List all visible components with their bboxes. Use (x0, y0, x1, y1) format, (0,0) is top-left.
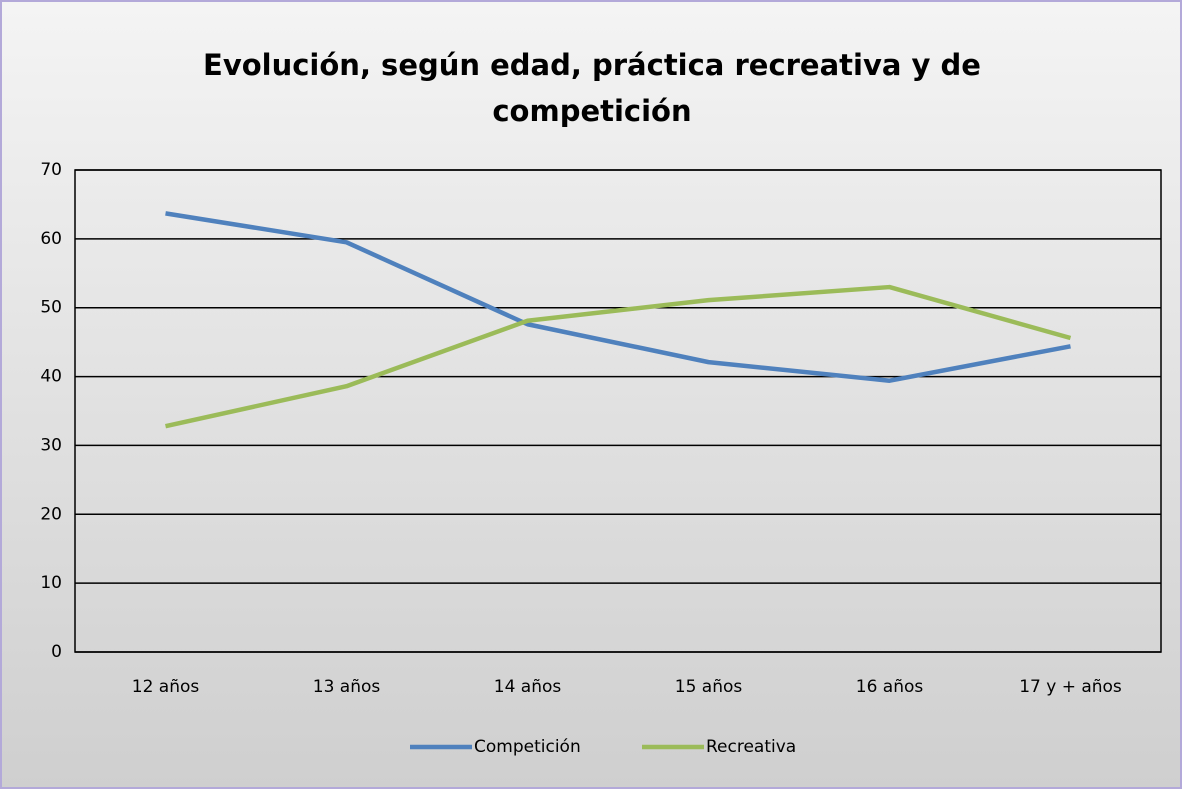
y-tick-label: 10 (40, 573, 62, 593)
y-tick-label: 50 (40, 298, 62, 318)
legend-label: Competición (474, 737, 581, 757)
x-tick-label: 13 años (313, 677, 381, 697)
y-tick-label: 0 (51, 642, 62, 662)
legend-label: Recreativa (706, 737, 796, 757)
y-tick-label: 20 (40, 504, 62, 524)
y-tick-label: 40 (40, 367, 62, 387)
x-tick-label: 14 años (494, 677, 562, 697)
x-tick-label: 17 y + años (1019, 677, 1122, 697)
series-line (165, 211, 1071, 383)
x-tick-label: 16 años (856, 677, 924, 697)
y-tick-label: 60 (40, 229, 62, 249)
y-tick-label: 30 (40, 435, 62, 455)
chart-title: Evolución, según edad, práctica recreati… (203, 48, 981, 128)
y-tick-label: 70 (40, 160, 62, 180)
x-tick-label: 15 años (675, 677, 743, 697)
x-tick-label: 12 años (132, 677, 200, 697)
series-line (165, 284, 1072, 429)
